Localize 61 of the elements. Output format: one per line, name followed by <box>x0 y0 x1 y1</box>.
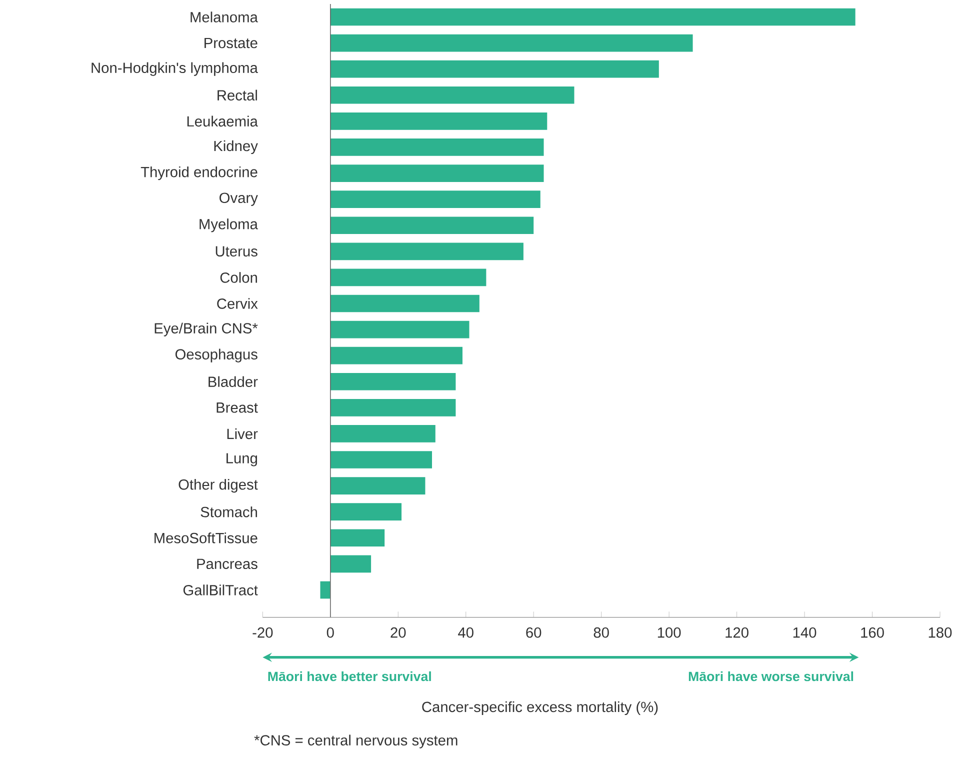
y-tick-label: Cervix <box>217 298 258 310</box>
y-tick-label: Melanoma <box>190 12 258 23</box>
bar <box>330 294 480 312</box>
y-tick-label: Uterus <box>216 246 258 257</box>
x-tick-label: 160 <box>861 628 884 638</box>
y-tick-label: Ovary <box>220 192 258 206</box>
x-tick-label: 120 <box>726 628 748 638</box>
bar <box>330 112 548 130</box>
bar <box>330 529 385 547</box>
bar <box>330 216 534 234</box>
text: Māori have better survival <box>268 672 431 682</box>
y-tick-label: Rectal <box>218 90 257 101</box>
y-tick-label: Eye/Brain CNS* <box>154 322 258 337</box>
bar <box>330 86 574 104</box>
x-tick-label: 60 <box>526 628 542 638</box>
y-tick-label: Thyroid endocrine <box>140 166 258 180</box>
y-tick-label: Bladder <box>208 376 258 388</box>
y-tick-label: Liver <box>227 428 258 440</box>
y-tick-label: Stomach <box>200 506 257 518</box>
bar <box>330 138 544 156</box>
y-tick-label: Pancreas <box>197 559 258 570</box>
y-tick-label: Myeloma <box>200 218 258 232</box>
y-tick-label: Colon <box>220 272 257 284</box>
x-tick-label: 80 <box>594 628 609 638</box>
text: Māori have worse survival <box>688 672 854 682</box>
x-tick-label: 40 <box>458 628 474 638</box>
bar <box>330 373 456 390</box>
bar <box>320 581 330 599</box>
bar <box>330 60 659 78</box>
y-tick-label: MesoSoftTissue <box>154 532 258 544</box>
bar <box>330 555 372 573</box>
y-tick-label: Non-Hodgkin's lymphoma <box>92 62 258 76</box>
bar <box>330 321 470 338</box>
bar <box>330 242 524 260</box>
y-tick-label: GallBilTract <box>183 584 258 596</box>
bar <box>330 164 544 182</box>
text: *CNS = central nervous system <box>254 734 458 749</box>
bar <box>330 451 432 469</box>
x-tick-label: 20 <box>390 628 406 638</box>
y-tick-label: Kidney <box>214 140 258 154</box>
y-tick-label: Leukaemia <box>187 116 258 127</box>
bar <box>330 425 436 443</box>
bar <box>330 399 456 417</box>
bar <box>330 347 462 364</box>
bar <box>330 34 693 52</box>
x-axis-title: Cancer-specific excess mortality (%) <box>422 702 658 716</box>
bar <box>330 268 486 286</box>
x-tick-label: 100 <box>658 628 681 638</box>
y-tick-label: Other digest <box>178 479 258 493</box>
x-tick-label: 0 <box>326 628 334 638</box>
y-tick-label: Breast <box>216 402 258 413</box>
y-tick-label: Oesophagus <box>175 348 258 363</box>
y-tick-label: Lung <box>226 453 258 466</box>
bar <box>330 477 426 495</box>
x-tick-label: 180 <box>928 628 952 638</box>
bar <box>330 8 856 26</box>
bar <box>330 503 402 521</box>
y-tick-label: Prostate <box>204 38 258 48</box>
x-tick-label: 140 <box>793 628 816 638</box>
x-tick-label: -20 <box>252 628 273 638</box>
bar <box>330 190 540 208</box>
